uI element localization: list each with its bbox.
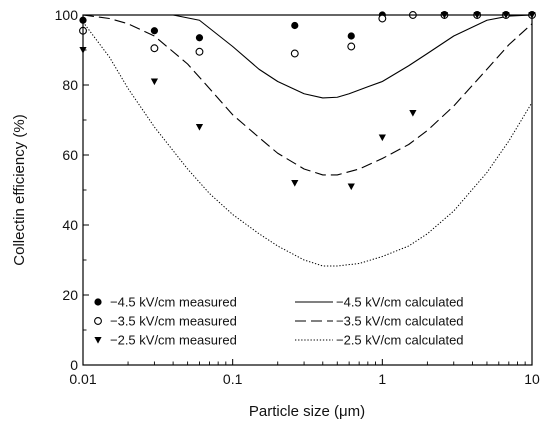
x-axis-title: Particle size (μm) [249,403,365,420]
y-tick-label: 100 [55,7,79,23]
legend-entry-3: −3.5 kV/cm calculated [295,314,464,329]
data-point-s0-3 [291,21,299,30]
data-point-s0-4 [347,32,355,40]
y-tick-label: 80 [62,77,78,93]
measured-markers [79,11,536,191]
legend-label: −4.5 kV/cm calculated [336,295,464,310]
legend: −4.5 kV/cm measured −4.5 kV/cm calculated… [94,295,464,348]
calculated-curve-5 [82,21,533,267]
data-point-s0-2 [195,34,204,42]
data-point-s2-5 [378,134,386,142]
legend-label: −2.5 kV/cm measured [110,333,237,348]
data-point-s2-3 [291,180,299,187]
legend-entry-1: −4.5 kV/cm calculated [295,295,464,310]
data-point-s2-4 [347,183,355,191]
y-tick-label: 20 [62,287,78,303]
data-point-s1-2 [195,47,204,56]
legend-entry-2: −3.5 kV/cm measured [94,314,237,329]
data-point-s2-1 [150,78,159,86]
data-point-s2-6 [409,110,417,117]
calculated-curves [82,14,533,267]
x-tick-label: 0.1 [223,371,243,387]
data-point-s1-3 [290,49,299,58]
legend-entry-0: −4.5 kV/cm measured [94,295,237,310]
y-tick-label: 60 [62,147,78,163]
x-tick-label: 1 [378,371,386,387]
legend-label: −4.5 kV/cm measured [110,295,237,310]
data-point-s2-2 [195,124,204,131]
data-point-s1-1 [150,44,159,53]
legend-marker [94,317,102,325]
y-axis-title: Collectin efficiency (%) [11,114,28,265]
legend-label: −2.5 kV/cm calculated [336,333,464,348]
legend-label: −3.5 kV/cm calculated [336,314,464,329]
y-tick-label: 0 [70,357,78,373]
data-point-s1-4 [347,42,356,51]
legend-marker [94,337,102,344]
legend-marker [94,298,102,306]
calculated-curve-3 [83,14,533,99]
y-tick-label: 40 [62,217,78,233]
legend-entry-5: −2.5 kV/cm calculated [295,333,464,348]
data-point-s1-5 [378,14,387,23]
legend-entry-4: −2.5 kV/cm measured [94,333,237,348]
x-tick-label: 10 [524,371,540,387]
data-point-s0-1 [150,27,159,35]
x-tick-label: 0.01 [69,371,96,387]
calculated-curve-4 [82,14,533,176]
legend-label: −3.5 kV/cm measured [110,314,237,329]
plot-frame [82,14,533,366]
